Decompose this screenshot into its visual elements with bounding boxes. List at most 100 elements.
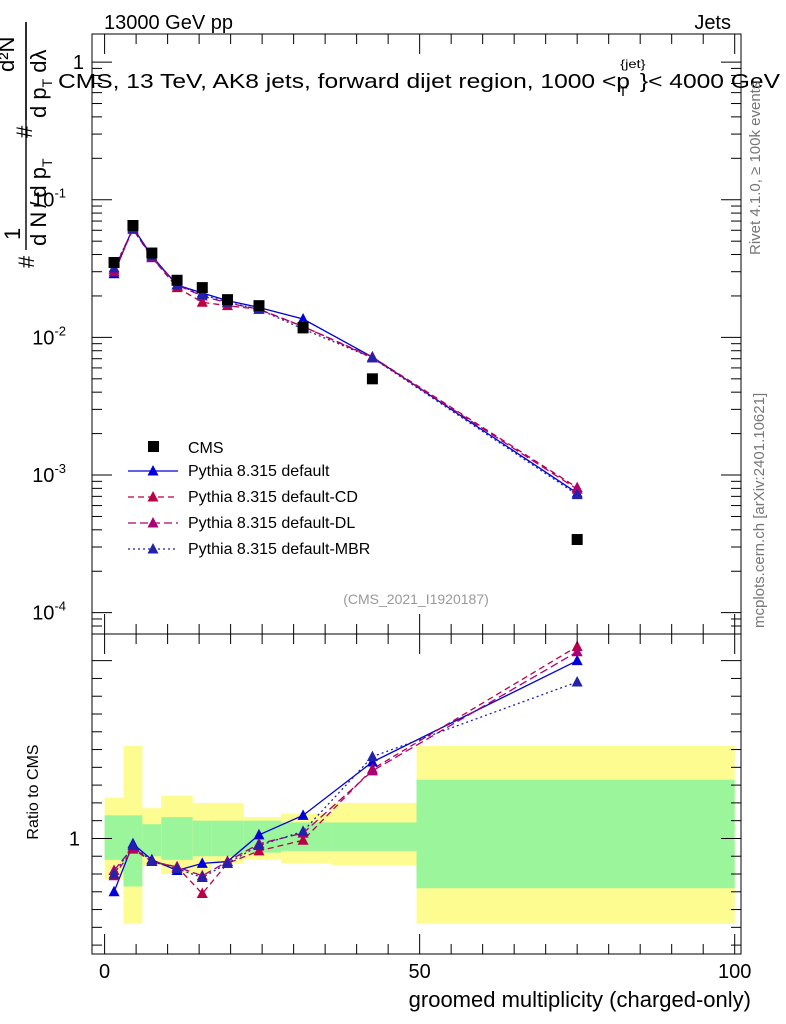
legend-label-cms: CMS bbox=[188, 440, 224, 457]
legend-marker-1 bbox=[147, 491, 159, 502]
x-tick-label: 100 bbox=[718, 961, 751, 983]
cms-data-point bbox=[108, 256, 120, 268]
legend-label-0: Pythia 8.315 default bbox=[188, 463, 330, 480]
stat-uncertainty-band bbox=[211, 820, 244, 857]
ratio-uncertainty-bands bbox=[104, 746, 735, 924]
series-1-ratio-point bbox=[297, 834, 309, 845]
svg-text:#: # bbox=[14, 255, 39, 268]
series-2-point bbox=[571, 483, 583, 494]
series-3-ratio-point bbox=[171, 862, 183, 874]
ylabel-dl: dλ bbox=[26, 49, 51, 78]
stat-uncertainty-band bbox=[416, 779, 735, 889]
stat-uncertainty-band bbox=[142, 824, 162, 857]
series-3-point bbox=[366, 351, 378, 363]
svg-text:d pT dλ: d pT dλ bbox=[26, 49, 55, 118]
series-3-ratio-point bbox=[127, 839, 139, 851]
cms-data-point bbox=[146, 247, 158, 259]
ylabel-hash-2: # bbox=[12, 125, 37, 138]
cms-data-point bbox=[221, 294, 233, 306]
ylabel-d2n: d²N bbox=[0, 37, 19, 72]
y-tick-label: 10-1 bbox=[32, 186, 66, 212]
plot-title-sub: T bbox=[619, 85, 629, 99]
x-tick-label: 0 bbox=[99, 961, 110, 983]
series-3-ratio-point bbox=[366, 750, 378, 762]
stat-uncertainty-band bbox=[161, 817, 193, 860]
ylabel-dp: d p bbox=[26, 167, 51, 198]
series-1-point bbox=[196, 296, 208, 307]
ratio-line-3 bbox=[113, 681, 578, 879]
legend-marker-cms bbox=[148, 441, 159, 452]
ratio-markers bbox=[108, 640, 583, 899]
legend-marker-2 bbox=[147, 517, 159, 528]
ratio-line-1 bbox=[113, 645, 578, 895]
main-markers bbox=[108, 219, 583, 546]
plot-title-sup: {jet} bbox=[620, 57, 645, 71]
ratio-line-2 bbox=[113, 651, 578, 877]
svg-text:d²N: d²N bbox=[0, 37, 19, 72]
legend-label-1: Pythia 8.315 default-CD bbox=[188, 489, 358, 506]
ratio-plot-frame bbox=[91, 633, 742, 955]
plot-title-end: }< 4000 GeV bbox=[640, 71, 781, 93]
series-0-ratio-point bbox=[253, 828, 265, 840]
cms-data-point bbox=[196, 282, 208, 294]
main-series-lines bbox=[113, 225, 578, 496]
series-3-ratio-point bbox=[297, 825, 309, 836]
series-0-point bbox=[297, 313, 309, 324]
series-line-2 bbox=[113, 226, 578, 490]
ylabel-t: T bbox=[39, 158, 55, 167]
series-3-point bbox=[196, 288, 208, 299]
y-tick-label: 10-2 bbox=[32, 323, 66, 349]
legend-marker-0 bbox=[147, 465, 159, 476]
legend-marker-3 bbox=[147, 543, 159, 554]
legend-label-2: Pythia 8.315 default-DL bbox=[188, 515, 355, 532]
svg-text:d N/d pT: d N / d pT bbox=[26, 158, 55, 246]
analysis-watermark: (CMS_2021_I1920187) bbox=[343, 591, 489, 607]
series-line-3 bbox=[113, 228, 578, 496]
y-axis-label: # 1 d N/d pT # d²N d pT dλ bbox=[0, 22, 55, 268]
series-3-ratio-point bbox=[196, 871, 208, 883]
header-energy-label: 13000 GeV pp bbox=[104, 12, 233, 34]
ylabel-one: 1 bbox=[0, 228, 25, 240]
cms-data-point bbox=[127, 219, 139, 231]
legend-series: Pythia 8.315 default Pythia 8.315 default… bbox=[128, 463, 370, 558]
rivet-version-label: Rivet 4.1.0, ≥ 100k events bbox=[747, 82, 764, 255]
stat-uncertainty-band bbox=[104, 815, 124, 860]
series-2-ratio-point bbox=[571, 645, 583, 657]
cms-data-point bbox=[366, 373, 378, 385]
series-1-ratio-point bbox=[571, 640, 583, 651]
series-1-ratio-point bbox=[196, 887, 208, 899]
header-jets-label: Jets bbox=[694, 12, 731, 34]
stat-uncertainty-band bbox=[192, 820, 212, 857]
series-line-0 bbox=[113, 225, 578, 494]
ylabel-hash: # bbox=[14, 255, 39, 268]
y-tick-label: 10-4 bbox=[32, 599, 66, 625]
plot-title: CMS, 13 TeV, AK8 jets, forward dijet reg… bbox=[58, 57, 781, 99]
series-0-ratio-point bbox=[297, 809, 309, 820]
ylabel-dn: d N bbox=[26, 212, 51, 246]
series-0-ratio-point bbox=[196, 857, 208, 868]
series-0-ratio-point bbox=[571, 654, 583, 666]
mcplots-label: mcplots.cern.ch [arXiv:2401.10621] bbox=[751, 393, 768, 628]
cms-data-point bbox=[297, 321, 309, 333]
series-1-ratio-point bbox=[253, 844, 265, 856]
series-3-ratio-point bbox=[146, 855, 158, 867]
ylabel-dpdl: d p bbox=[26, 87, 51, 118]
axes bbox=[91, 33, 742, 955]
series-3-ratio-point bbox=[108, 868, 120, 879]
svg-text:1: 1 bbox=[0, 228, 25, 240]
ylabel-dpdl-t: T bbox=[39, 78, 55, 87]
ratio-axis-label: Ratio to CMS bbox=[25, 744, 42, 839]
series-3-ratio-point bbox=[253, 839, 265, 851]
series-2-ratio-point bbox=[366, 764, 378, 776]
ratio-series-lines bbox=[113, 645, 578, 895]
series-0-ratio-point bbox=[108, 885, 120, 897]
y-tick-label: 1 bbox=[73, 52, 84, 74]
series-3-ratio-point bbox=[221, 857, 233, 868]
series-3-point bbox=[571, 488, 583, 500]
svg-text:#: # bbox=[12, 125, 37, 138]
ratio-tick-label: 1 bbox=[69, 828, 80, 850]
stat-uncertainty-band bbox=[331, 822, 417, 851]
ratio-line-0 bbox=[113, 660, 578, 893]
